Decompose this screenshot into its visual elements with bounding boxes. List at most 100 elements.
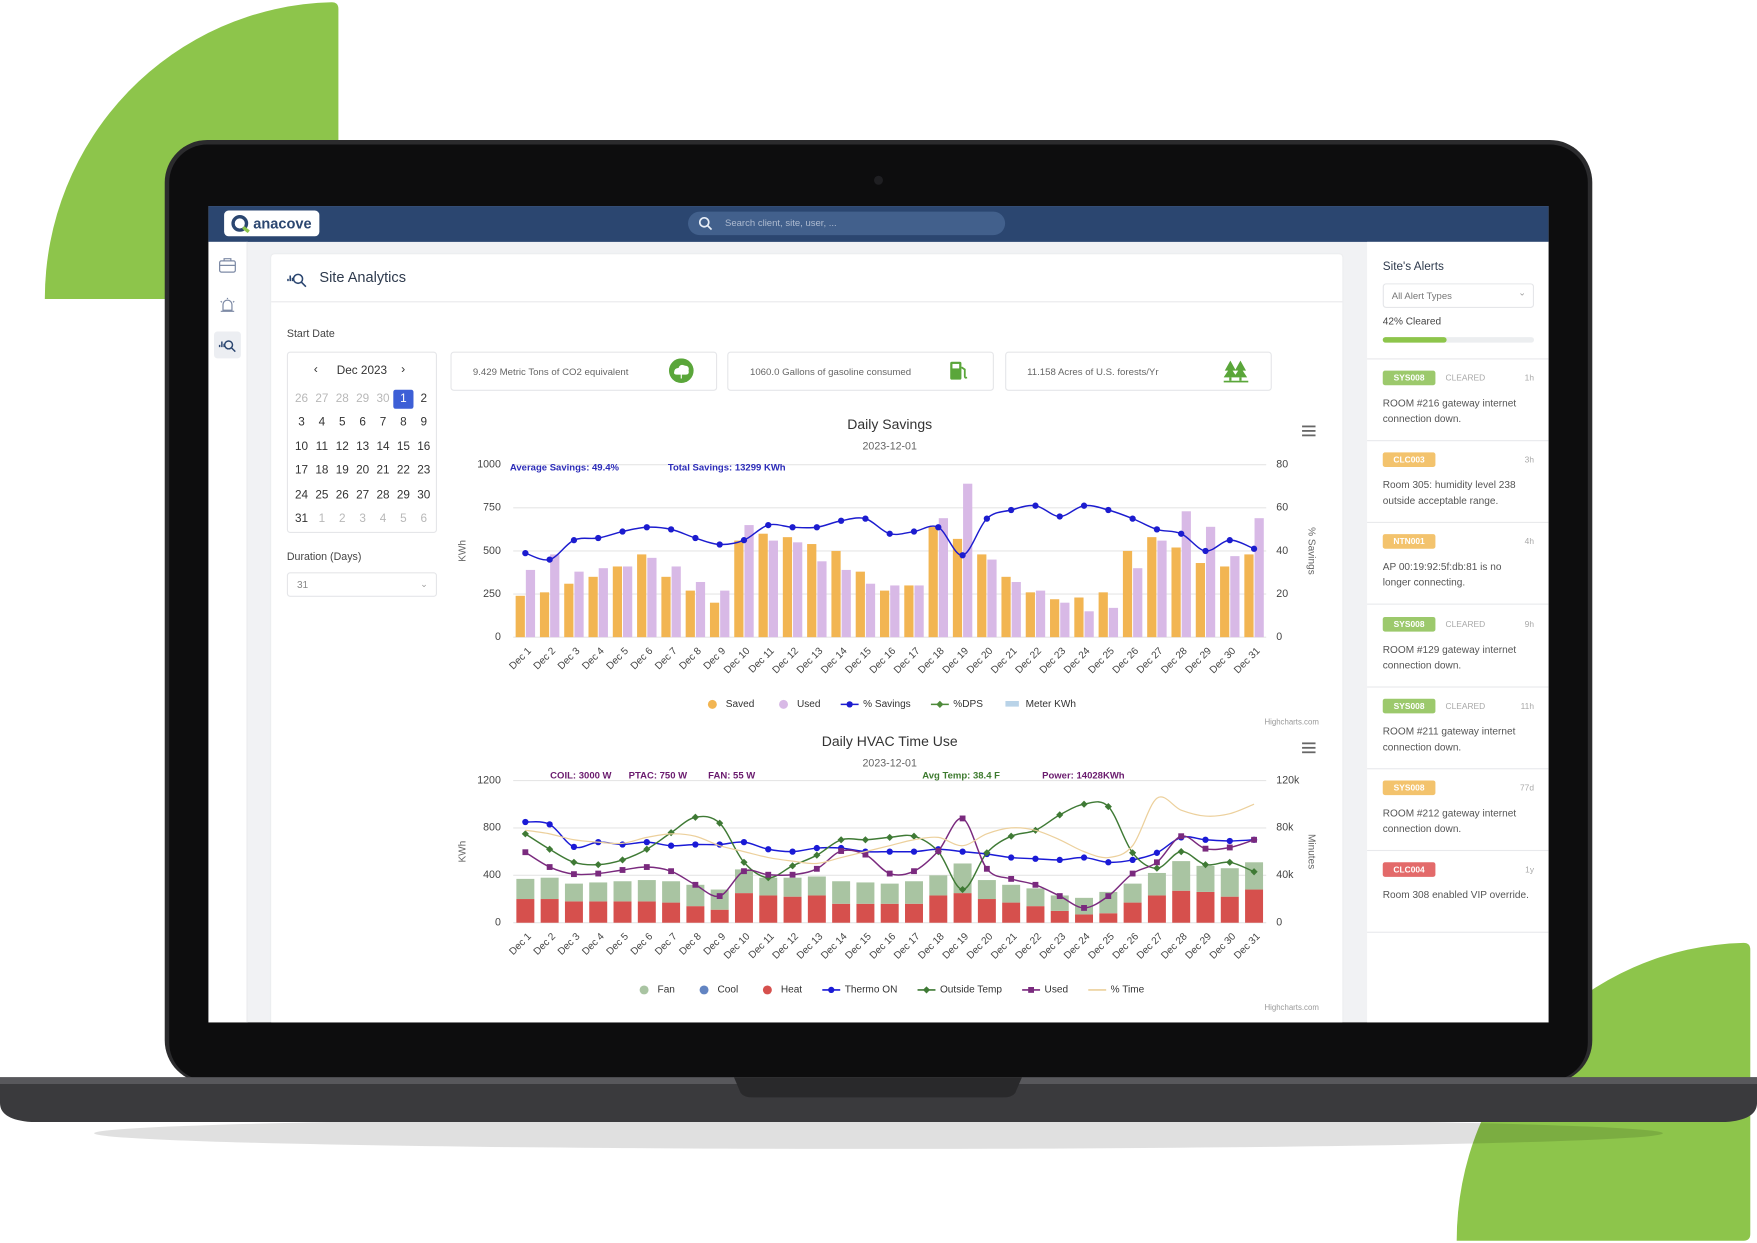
legend-item[interactable]: Used [1022,985,1068,996]
legend-item[interactable]: Thermo ON [822,985,897,996]
chart-menu[interactable] [1302,425,1316,437]
alert-message: ROOM #211 gateway internet connection do… [1382,725,1516,753]
stat-icon [668,358,694,383]
calendar-day[interactable]: 14 [376,439,390,454]
calendar-day[interactable]: 4 [318,415,326,430]
calendar-day[interactable]: 27 [356,487,370,502]
search-box[interactable]: Search client, site, user, ... [688,211,1006,236]
calendar-day[interactable]: 1 [318,511,326,526]
nav-active[interactable] [214,331,241,359]
y-axis-label: KWh [457,540,468,562]
calendar-day[interactable]: 9 [420,415,428,430]
calendar-day[interactable]: 29 [396,487,410,502]
nav-icon[interactable] [219,258,237,274]
calendar-day[interactable]: 3 [298,415,305,430]
calendar-day[interactable]: 23 [417,463,431,478]
calendar-day[interactable]: 4 [379,511,387,526]
calendar-day[interactable]: 3 [359,511,366,526]
alert-card[interactable]: NTN001 4h AP 00:19:92:5f:db:81 is no longe… [1367,523,1549,606]
calendar-day[interactable]: 2 [339,511,346,526]
legend-label: Used [797,699,821,710]
calendar-day[interactable]: 21 [376,463,390,478]
legend-label: % Savings [863,699,911,710]
legend-item[interactable]: Saved [707,699,755,710]
legend-item[interactable]: % Time [1088,985,1145,996]
calendar-day[interactable]: 5 [400,511,407,526]
alert-card[interactable]: CLC004 1y Room 308 enabled VIP override. [1367,851,1549,934]
legend-item[interactable]: Heat [762,985,802,996]
marker [692,841,699,848]
calendar-day[interactable]: 16 [417,439,431,454]
divider [271,301,1343,303]
marker [1129,856,1136,864]
legend-item[interactable]: Meter KWh [1005,699,1076,710]
calendar-day[interactable]: 30 [376,391,390,406]
calendar-day[interactable]: 25 [315,487,329,502]
prev-month[interactable]: ‹ [313,362,318,377]
calendar-day[interactable]: 5 [339,415,346,430]
legend-item[interactable]: Cool [699,985,739,996]
calendar-day[interactable]: 10 [294,439,309,454]
marker [886,848,893,855]
line [525,796,1255,865]
alert-card[interactable]: SYS008 77d ROOM #212 gateway internet conn… [1367,769,1549,852]
stat-text: 11.158 Acres of U.S. forests/Yr [1027,366,1159,378]
bar [734,893,753,923]
calendar-day[interactable]: 22 [396,463,410,478]
x-tick-label: Dec 10 [722,645,753,676]
marker [668,868,675,875]
bar [589,901,608,923]
nav-icon[interactable] [219,297,237,313]
duration-value: 31 [296,578,309,591]
calendar-day[interactable]: 12 [335,439,349,454]
calendar-day[interactable]: 2 [420,391,428,406]
alert-message: Room 305: humidity level 238 outside acc… [1382,479,1516,507]
calendar-day[interactable]: 28 [376,487,390,502]
calendar-day[interactable]: 6 [359,415,366,430]
x-tick-label: Dec 10 [722,931,753,962]
legend-item[interactable]: Fan [639,985,675,996]
calendar-day[interactable]: 19 [335,463,349,478]
bar [1002,902,1021,923]
calendar-day[interactable]: 15 [396,439,410,454]
calendar-day[interactable]: 18 [315,463,329,478]
y-tick-label: 750 [483,502,501,514]
calendar-day[interactable]: 13 [356,439,370,454]
legend-item[interactable]: Used [779,699,821,710]
calendar-day[interactable]: 31 [294,511,309,526]
calendar-day[interactable]: 6 [420,511,428,526]
bar [1050,910,1069,923]
x-tick-label: Dec 31 [1232,931,1263,962]
legend-item[interactable]: %DPS [930,699,983,710]
alert-card[interactable]: SYS008 CLEARED 11h ROOM #211 gateway intern… [1367,687,1549,770]
calendar-day[interactable]: 27 [315,391,329,406]
calendar-day[interactable]: 11 [315,439,329,454]
calendar-day[interactable]: 28 [335,391,349,406]
calendar-day[interactable]: 26 [335,487,349,502]
calendar-day[interactable]: 7 [379,415,387,430]
calendar-day[interactable]: 30 [417,487,431,502]
calendar-day[interactable]: 17 [294,463,309,478]
bar [783,896,802,923]
alert-card[interactable]: SYS008 CLEARED 9h ROOM #129 gateway interne… [1367,605,1549,688]
alert-filter[interactable]: All Alert Types ⌄ [1382,283,1535,308]
logo[interactable]: anacove [224,210,320,237]
legend-item[interactable]: Outside Temp [917,985,1003,996]
duration-select[interactable]: 31 ⌄ [286,572,438,597]
calendar-day[interactable]: 20 [356,463,370,478]
alert-card[interactable]: CLC003 3h Room 305: humidity level 238 out… [1367,441,1549,524]
calendar-day[interactable]: 24 [294,487,309,502]
marker [1202,845,1209,852]
annotation: Power: 14028KWh [1042,771,1125,782]
legend-item[interactable]: % Savings [840,699,911,710]
next-month[interactable]: › [401,362,406,377]
calendar-day[interactable]: 29 [356,391,370,406]
chart-menu[interactable] [1302,742,1316,754]
calendar-day[interactable]: 8 [400,415,407,430]
alert-card[interactable]: SYS008 CLEARED 1h ROOM #216 gateway interne… [1367,359,1549,442]
marker [935,524,942,531]
calendar-day[interactable]: 1 [393,389,414,410]
calendar-day[interactable]: 26 [294,391,309,406]
